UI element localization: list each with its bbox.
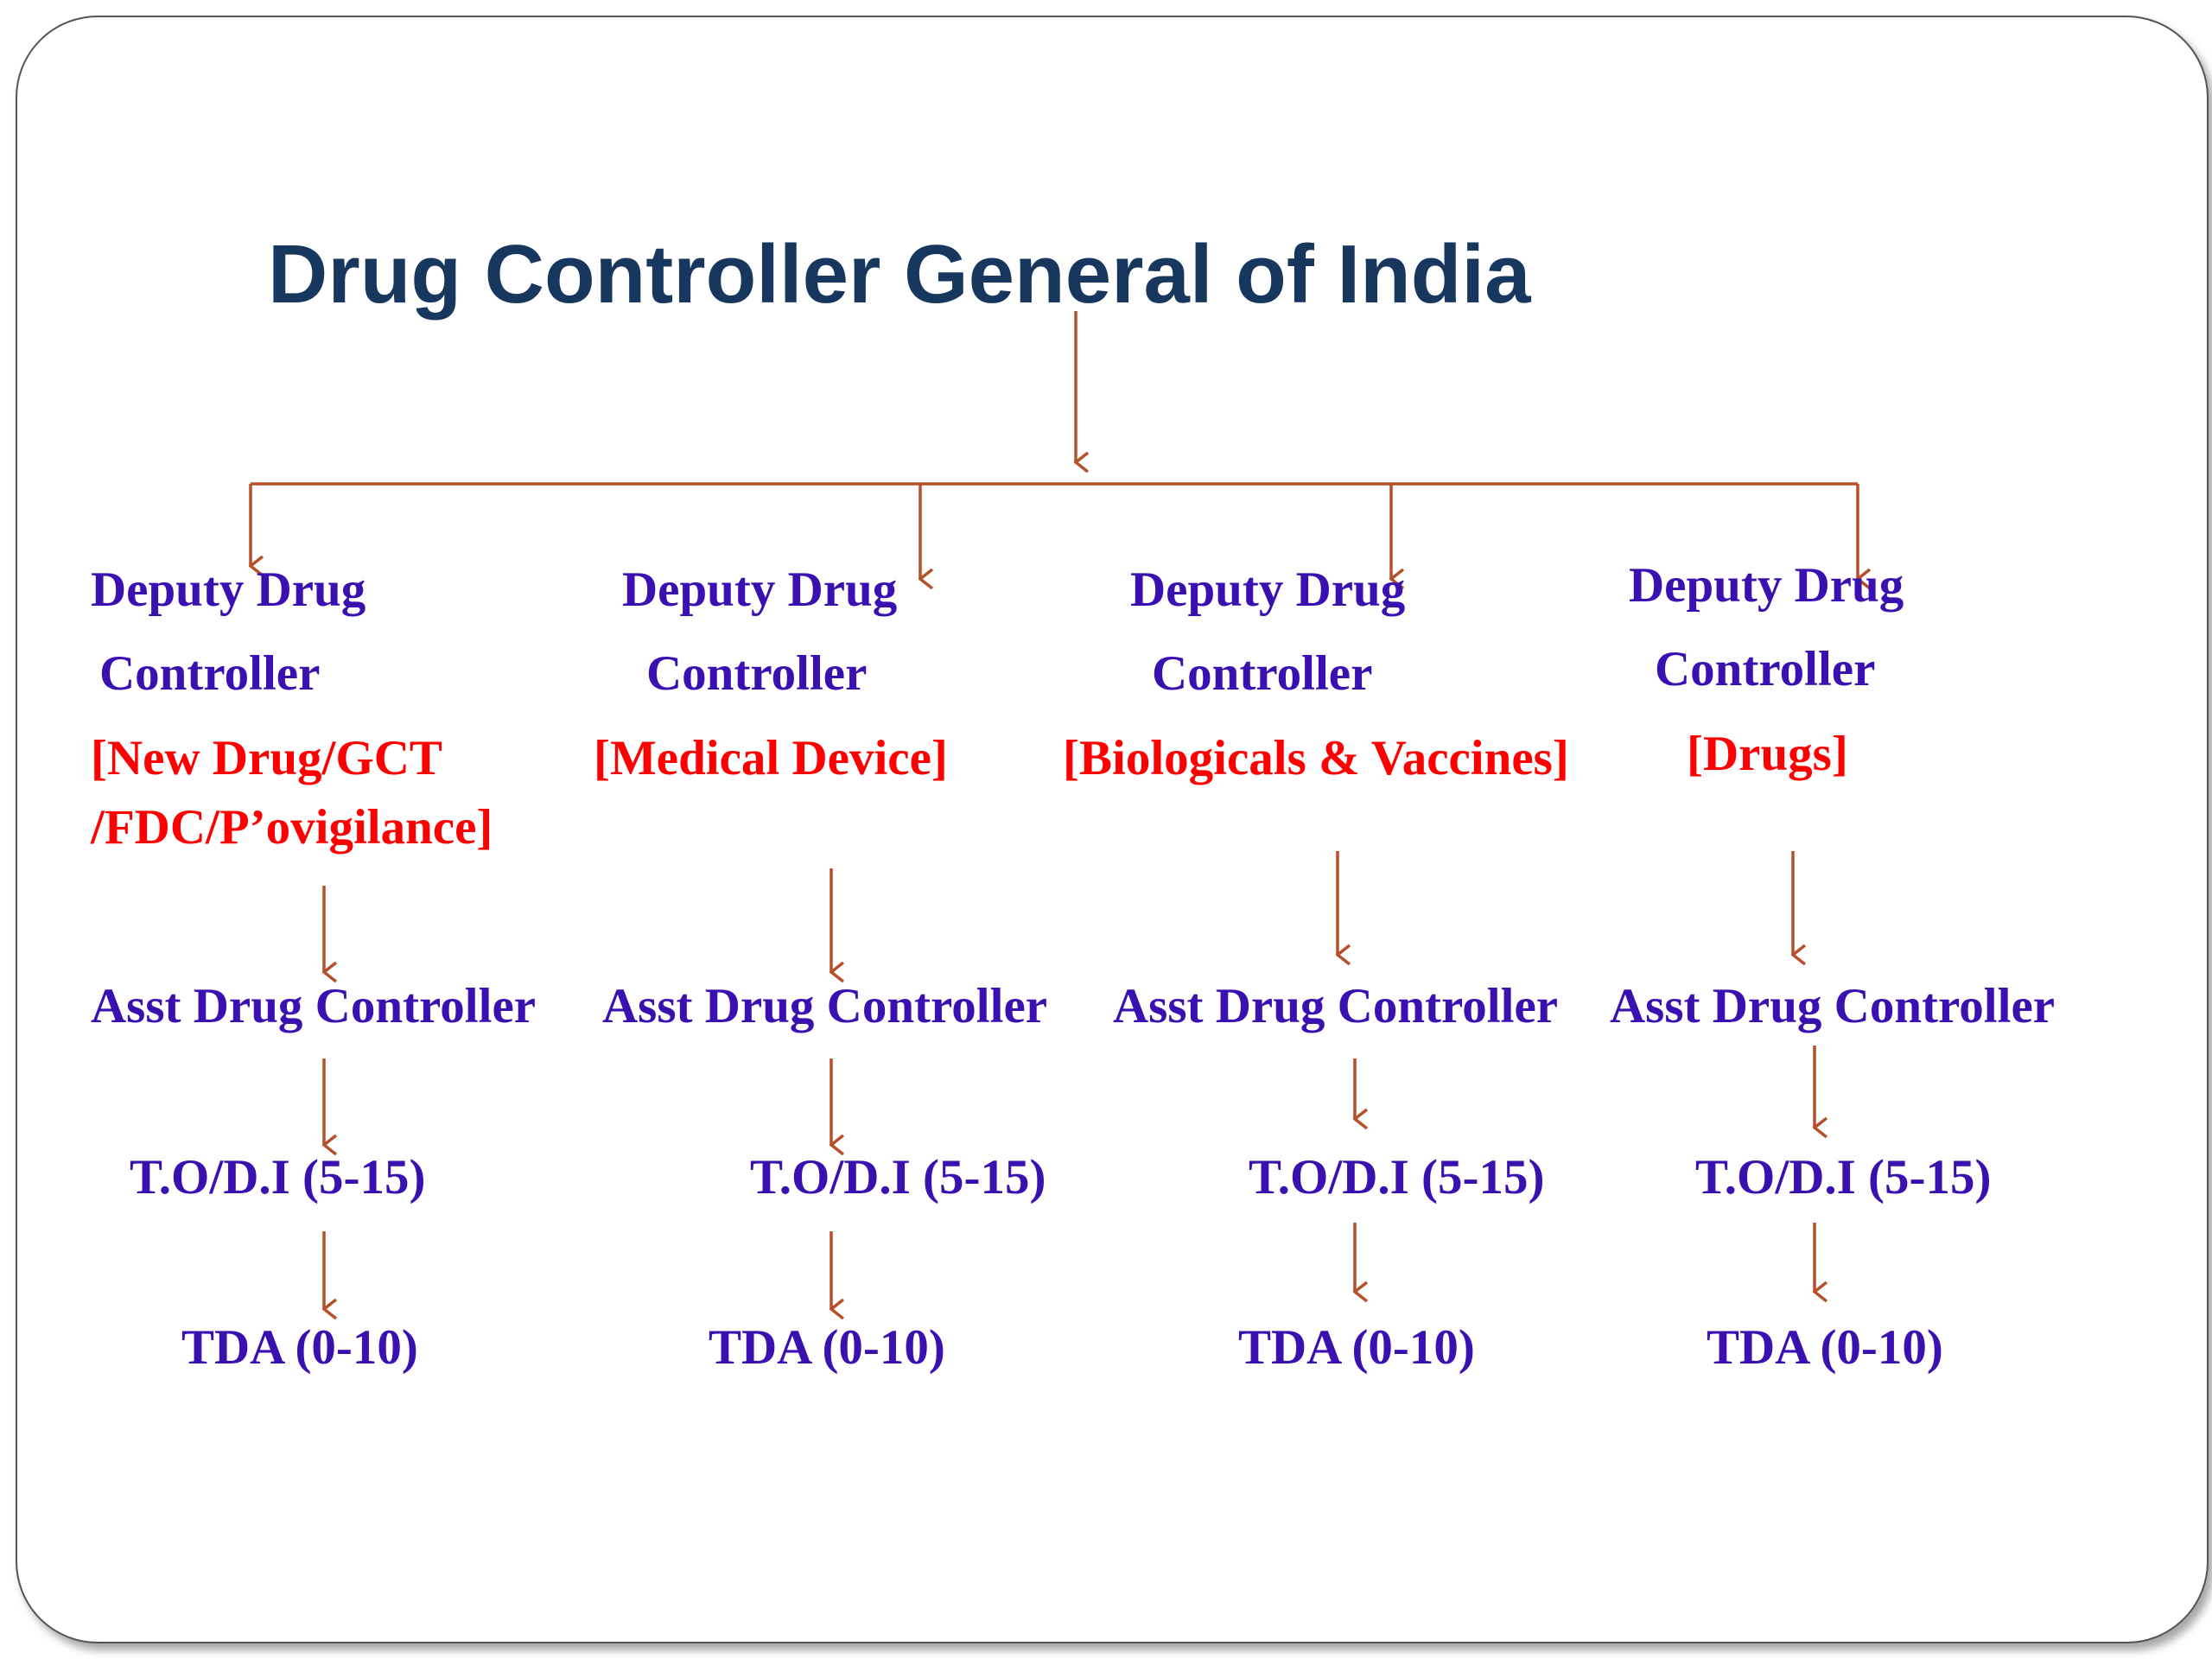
tda-4: TDA (0-10) — [1707, 1320, 1943, 1375]
deputy-controller-4-line1: Deputy Drug — [1629, 558, 1904, 613]
to-di-2: T.O/D.I (5-15) — [750, 1150, 1046, 1205]
deputy-controller-3-line2: Controller — [1152, 646, 1373, 701]
deputy-controller-3-line1: Deputy Drug — [1130, 563, 1406, 617]
tda-2: TDA (0-10) — [709, 1320, 945, 1375]
department-1-line2: /FDC/P’ovigilance] — [91, 800, 493, 855]
page-title: Drug Controller General of India — [268, 228, 1531, 321]
department-4-line1: [Drugs] — [1687, 727, 1848, 781]
deputy-controller-2-line1: Deputy Drug — [622, 563, 898, 617]
department-3-line1: [Biologicals & Vaccines] — [1063, 731, 1569, 785]
tda-1: TDA (0-10) — [181, 1320, 418, 1375]
org-chart-connectors — [17, 311, 2209, 1643]
deputy-controller-2-line2: Controller — [646, 646, 868, 701]
to-di-4: T.O/D.I (5-15) — [1695, 1150, 1992, 1205]
deputy-controller-1-line1: Deputy Drug — [91, 563, 366, 617]
asst-controller-3: Asst Drug Controller — [1113, 979, 1559, 1033]
to-di-1: T.O/D.I (5-15) — [130, 1150, 426, 1205]
asst-controller-1: Asst Drug Controller — [91, 979, 537, 1033]
department-2-line1: [Medical Device] — [594, 731, 948, 785]
to-di-3: T.O/D.I (5-15) — [1249, 1150, 1545, 1205]
deputy-controller-4-line2: Controller — [1655, 642, 1876, 696]
slide: Drug Controller General of India Deputy … — [16, 16, 2209, 1643]
asst-controller-4: Asst Drug Controller — [1610, 979, 2056, 1033]
tda-3: TDA (0-10) — [1238, 1320, 1475, 1375]
deputy-controller-1-line2: Controller — [99, 646, 321, 701]
asst-controller-2: Asst Drug Controller — [602, 979, 1048, 1033]
department-1-line1: [New Drug/GCT — [91, 731, 442, 785]
